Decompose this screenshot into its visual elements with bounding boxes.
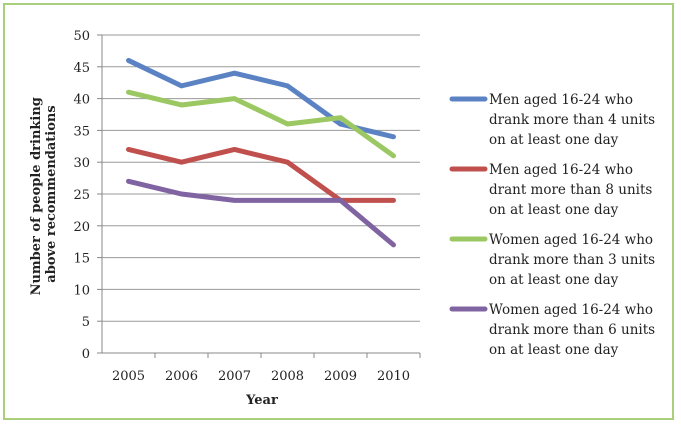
x-tick-label: 2005	[112, 369, 145, 384]
data-point	[287, 161, 288, 163]
y-axis-label-line-1: Number of people drinking	[29, 97, 44, 295]
y-tick-label: 20	[73, 220, 90, 235]
data-point	[340, 117, 341, 119]
data-point	[340, 199, 341, 201]
x-tick-label: 2010	[377, 369, 410, 384]
y-axis-label: Number of people drinking above recommen…	[29, 93, 59, 296]
data-point	[393, 244, 394, 246]
legend-label: Women aged 16-24 who	[489, 232, 653, 248]
legend-label: on at least one day	[489, 202, 619, 218]
y-tick-label: 15	[73, 252, 90, 267]
data-point	[128, 148, 129, 150]
legend-label: on at least one day	[489, 132, 619, 148]
data-point	[181, 193, 182, 195]
data-point	[181, 85, 182, 87]
legend-label: Men aged 16-24 who	[489, 92, 633, 108]
data-point	[234, 98, 235, 100]
y-tick-label: 5	[82, 315, 90, 330]
y-tick-label: 50	[73, 29, 90, 44]
legend-label: drank more than 3 units	[489, 252, 655, 268]
data-point	[234, 199, 235, 201]
data-point	[181, 161, 182, 163]
data-point	[287, 85, 288, 87]
y-tick-label: 10	[73, 283, 90, 298]
x-tick-label: 2007	[218, 369, 251, 384]
data-point	[287, 123, 288, 125]
x-tick-label: 2006	[165, 369, 198, 384]
y-axis-label-line-2: above recommendations	[44, 105, 59, 282]
y-tick-label: 45	[73, 61, 90, 76]
data-point	[128, 180, 129, 182]
legend-label: drant more than 8 units	[489, 182, 652, 198]
series-line-4	[126, 178, 396, 248]
data-point	[234, 72, 235, 74]
y-tick-label: 35	[73, 124, 90, 139]
y-tick-label: 0	[82, 347, 90, 362]
legend-label: Men aged 16-24 who	[489, 162, 633, 178]
legend-label: drank more than 4 units	[489, 112, 655, 128]
data-point	[393, 136, 394, 138]
legend-label: on at least one day	[489, 272, 619, 288]
data-point	[393, 155, 394, 157]
chart-frame	[3, 3, 674, 420]
legend-label: Women aged 16-24 who	[489, 302, 653, 318]
data-point	[287, 199, 288, 201]
y-tick-label: 40	[73, 93, 90, 108]
legend-label: drank more than 6 units	[489, 322, 655, 338]
series-line-2	[126, 146, 396, 203]
y-tick-label: 30	[73, 156, 90, 171]
legend-label: on at least one day	[489, 342, 619, 358]
data-point	[393, 199, 394, 201]
data-point	[181, 104, 182, 106]
y-tick-label: 25	[73, 188, 90, 203]
x-tick-label: 2008	[271, 369, 304, 384]
x-axis-label: Year	[245, 393, 278, 408]
data-point	[128, 91, 129, 93]
data-point	[234, 148, 235, 150]
data-point	[128, 59, 129, 61]
series-line-3	[126, 89, 396, 159]
x-tick-label: 2009	[324, 369, 357, 384]
data-point	[340, 123, 341, 125]
